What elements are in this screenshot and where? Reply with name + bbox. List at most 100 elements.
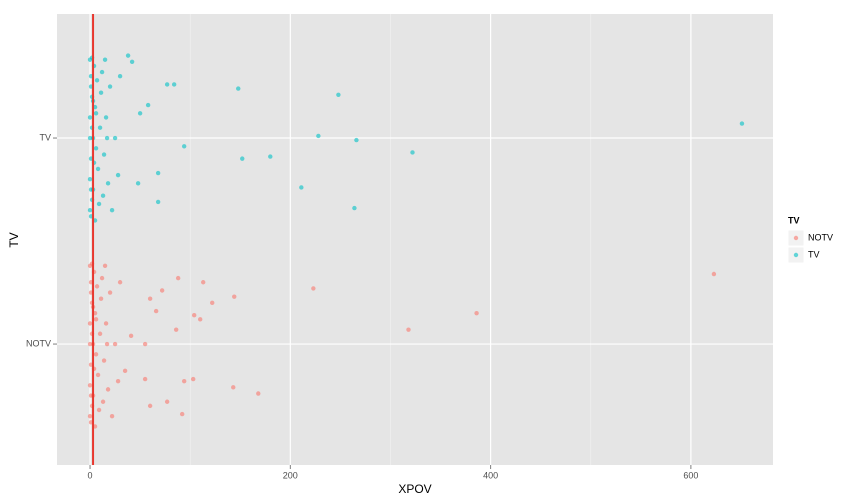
x-tick-label: 400 xyxy=(483,470,498,480)
point xyxy=(191,313,197,318)
point xyxy=(98,296,104,301)
y-tick-label: NOTV xyxy=(26,338,51,348)
point xyxy=(135,181,141,186)
point xyxy=(95,372,101,378)
legend-label: TV xyxy=(808,249,820,259)
point xyxy=(104,341,110,347)
x-tick-label: 0 xyxy=(88,470,93,480)
point xyxy=(87,321,93,326)
point xyxy=(128,333,134,339)
point xyxy=(352,205,357,211)
point xyxy=(316,133,321,139)
y-axis-title: TV xyxy=(7,232,21,247)
point xyxy=(87,135,93,141)
point xyxy=(142,341,148,347)
point xyxy=(181,144,187,149)
point xyxy=(87,413,93,419)
point xyxy=(201,280,206,285)
point xyxy=(147,403,153,409)
point xyxy=(240,156,245,161)
point xyxy=(117,74,123,79)
point xyxy=(125,53,131,58)
x-tick-label: 200 xyxy=(283,470,298,480)
point xyxy=(236,86,241,91)
point xyxy=(147,296,153,301)
point xyxy=(256,391,261,396)
point xyxy=(268,154,273,159)
point xyxy=(87,383,93,388)
point xyxy=(231,385,236,390)
point xyxy=(311,286,316,291)
point xyxy=(99,275,105,281)
point xyxy=(98,90,104,95)
point xyxy=(93,352,99,357)
point xyxy=(137,111,143,116)
point xyxy=(164,399,170,404)
point xyxy=(102,57,108,62)
point xyxy=(115,378,121,384)
y-tick-label: TV xyxy=(39,132,51,142)
point xyxy=(94,78,100,83)
point xyxy=(93,111,99,116)
point xyxy=(103,321,109,326)
legend-marker xyxy=(793,235,799,241)
point xyxy=(107,84,113,89)
point xyxy=(198,317,203,322)
point xyxy=(93,317,99,322)
point xyxy=(101,152,107,157)
point xyxy=(97,331,103,336)
point xyxy=(109,207,115,213)
point xyxy=(101,358,107,363)
point xyxy=(210,300,215,306)
point xyxy=(164,82,170,87)
point xyxy=(100,193,106,198)
point xyxy=(96,407,102,413)
point xyxy=(232,294,237,299)
point xyxy=(95,166,101,172)
point xyxy=(96,201,102,207)
point xyxy=(112,341,118,347)
point xyxy=(115,172,121,178)
point xyxy=(299,185,304,190)
point xyxy=(105,387,111,392)
point xyxy=(104,135,110,141)
point xyxy=(93,146,99,151)
point xyxy=(153,308,159,314)
point xyxy=(103,115,109,120)
point xyxy=(102,263,108,268)
point xyxy=(175,275,181,281)
point xyxy=(739,121,745,126)
point xyxy=(406,327,411,332)
point xyxy=(87,115,93,120)
point xyxy=(97,125,103,130)
x-tick-label: 600 xyxy=(683,470,698,480)
point xyxy=(145,102,151,108)
x-axis-title: XPOV xyxy=(398,482,431,496)
point xyxy=(94,284,100,289)
point xyxy=(100,399,106,404)
point xyxy=(711,271,717,277)
point xyxy=(179,411,185,417)
point xyxy=(155,199,161,205)
point xyxy=(474,310,479,316)
point xyxy=(87,177,93,182)
point xyxy=(117,280,123,285)
point xyxy=(181,378,187,384)
panel xyxy=(57,14,773,465)
point xyxy=(129,59,135,64)
point xyxy=(107,290,113,295)
point xyxy=(336,92,341,97)
point xyxy=(87,341,93,347)
point xyxy=(105,181,111,186)
point xyxy=(354,137,359,143)
point xyxy=(112,135,118,141)
point xyxy=(122,368,128,374)
point xyxy=(109,413,115,419)
point xyxy=(142,376,148,382)
point xyxy=(155,170,161,176)
point xyxy=(159,288,165,293)
point xyxy=(190,376,196,382)
point xyxy=(173,327,179,332)
point xyxy=(99,69,105,75)
